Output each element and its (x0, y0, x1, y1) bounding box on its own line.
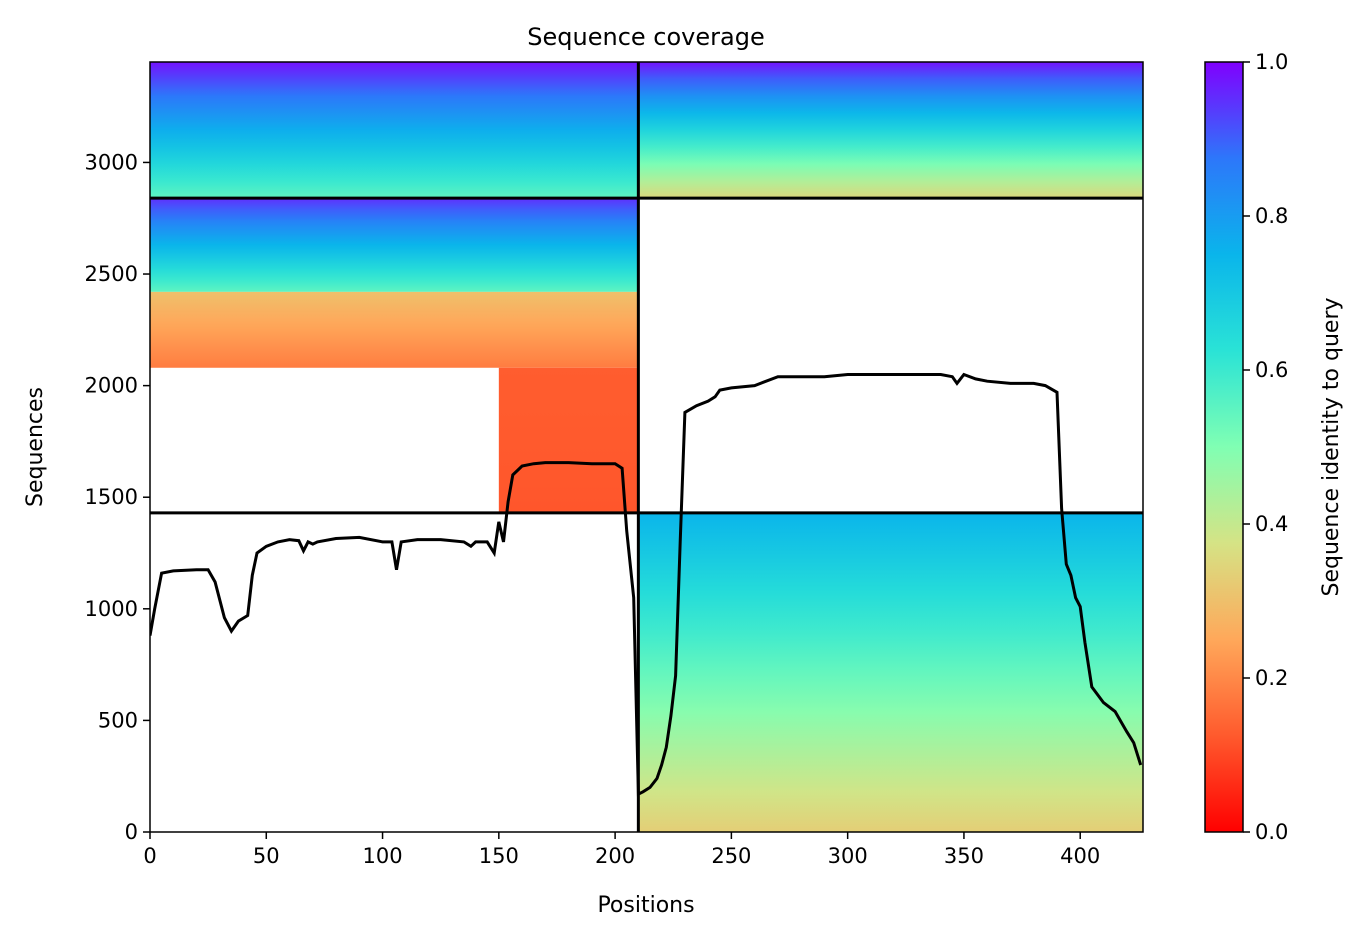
y-axis-label: Sequences (23, 387, 48, 507)
colorbar-tick-label: 0.4 (1255, 512, 1288, 536)
x-tick-label: 300 (828, 844, 868, 868)
plot-frame (149, 61, 1144, 833)
chain-boundaries (150, 62, 1143, 832)
colorbar-tick-label: 1.0 (1255, 50, 1288, 74)
colorbar-tick-label: 0.8 (1255, 204, 1288, 228)
colorbar-label: Sequence identity to query (1319, 297, 1344, 596)
plot-area (150, 62, 1143, 832)
y-axis-ticks: 0 500 1000 1500 2000 2500 3000 (85, 150, 150, 844)
y-tick-label: 1500 (85, 485, 138, 509)
colorbar-ticks: 0.0 0.2 0.4 0.6 0.8 1.0 (1243, 50, 1288, 844)
coverage-blocks (150, 62, 1143, 832)
x-tick-label: 200 (595, 844, 635, 868)
x-tick-label: 250 (711, 844, 751, 868)
x-tick-label: 0 (143, 844, 156, 868)
coverage-line (150, 372, 1143, 797)
coverage-block (498, 367, 639, 513)
coverage-block (638, 512, 1143, 832)
coverage-block (150, 62, 639, 199)
y-tick-label: 1000 (85, 597, 138, 621)
y-tick-label: 500 (98, 708, 138, 732)
y-tick-label: 0 (125, 820, 138, 844)
coverage-block (150, 291, 639, 368)
x-tick-label: 350 (944, 844, 984, 868)
chart-title: Sequence coverage (527, 23, 764, 51)
colorbar-tick-label: 0.2 (1255, 666, 1288, 690)
colorbar-tick-label: 0.0 (1255, 820, 1288, 844)
coverage-block (638, 62, 1143, 199)
x-tick-label: 50 (253, 844, 280, 868)
colorbar-tick-label: 0.6 (1255, 358, 1288, 382)
x-tick-label: 100 (363, 844, 403, 868)
colorbar (1204, 61, 1244, 833)
y-tick-label: 2500 (85, 262, 138, 286)
x-axis-ticks: 0 50 100 150 200 250 300 350 400 (143, 832, 1100, 868)
x-tick-label: 150 (479, 844, 519, 868)
y-tick-label: 2000 (85, 374, 138, 398)
coverage-block (150, 198, 639, 292)
x-tick-label: 400 (1060, 844, 1100, 868)
y-tick-label: 3000 (85, 150, 138, 174)
x-axis-label: Positions (597, 893, 694, 918)
